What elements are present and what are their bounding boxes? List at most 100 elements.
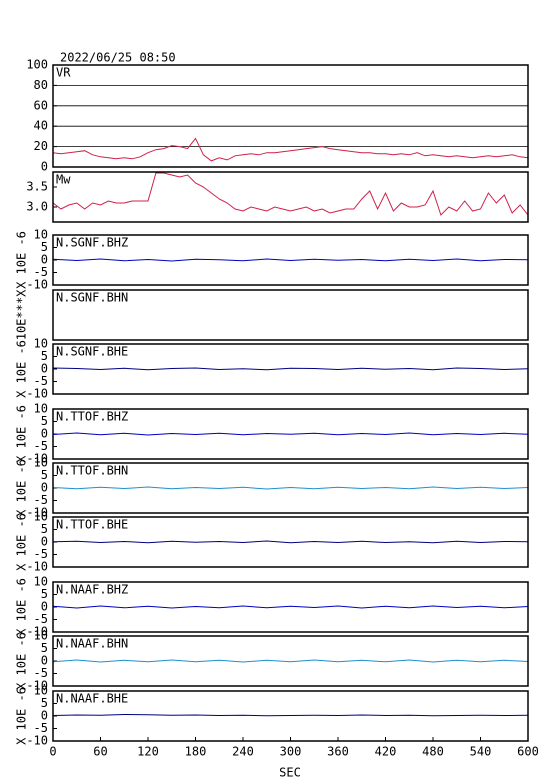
y-tick-label: 5 bbox=[41, 414, 48, 428]
panel-frame bbox=[52, 581, 529, 633]
y-tick-label: 5 bbox=[41, 696, 48, 710]
y-tick-label: 3.0 bbox=[26, 200, 48, 214]
data-line bbox=[52, 172, 529, 216]
x-tick-label: 540 bbox=[470, 745, 492, 759]
x-axis-label: SEC bbox=[279, 766, 301, 780]
header: 2022/06/25 08:50 bbox=[60, 51, 176, 65]
y-axis-label: X 10E -6 bbox=[15, 687, 29, 745]
x-tick-label: 420 bbox=[375, 745, 397, 759]
panel-label: N.NAAF.BHN bbox=[56, 637, 128, 651]
y-axis-label: X 10E -6 bbox=[15, 231, 29, 289]
y-tick-label: 10 bbox=[34, 510, 48, 524]
panel-frame bbox=[52, 64, 529, 168]
y-tick-label: 10 bbox=[34, 575, 48, 589]
y-tick-label: 0 bbox=[41, 362, 48, 376]
y-tick-label: -10 bbox=[26, 387, 48, 401]
y-tick-label: 3.5 bbox=[26, 180, 48, 194]
y-axis-label: X 10E -6 bbox=[15, 340, 29, 398]
y-axis-label: 10E***X bbox=[15, 289, 29, 340]
panel-frame bbox=[52, 408, 529, 460]
y-axis-label: X 10E -6 bbox=[15, 405, 29, 463]
y-tick-label: 0 bbox=[41, 535, 48, 549]
x-tick-label: 300 bbox=[280, 745, 302, 759]
data-line bbox=[52, 137, 529, 162]
panel-label: N.SGNF.BHE bbox=[56, 345, 128, 359]
panel-frame bbox=[52, 635, 529, 687]
panel-label: N.TTOF.BHZ bbox=[56, 410, 128, 424]
panel-label: Mw bbox=[56, 173, 71, 187]
y-tick-label: -5 bbox=[34, 612, 48, 626]
y-tick-label: 0 bbox=[41, 709, 48, 723]
x-tick-label: 180 bbox=[185, 745, 207, 759]
y-tick-label: 5 bbox=[41, 522, 48, 536]
data-line bbox=[52, 432, 529, 436]
data-line bbox=[52, 713, 529, 717]
y-tick-label: -5 bbox=[34, 439, 48, 453]
y-axis-label: X 10E -6 bbox=[15, 459, 29, 517]
x-tick-label: 120 bbox=[137, 745, 159, 759]
panel-label: N.TTOF.BHN bbox=[56, 464, 128, 478]
y-tick-label: -5 bbox=[34, 265, 48, 279]
y-tick-label: -10 bbox=[26, 679, 48, 693]
y-tick-label: 0 bbox=[41, 160, 48, 174]
y-tick-label: 0 bbox=[41, 427, 48, 441]
y-tick-label: 5 bbox=[41, 240, 48, 254]
panel-label: N.NAAF.BHE bbox=[56, 692, 128, 706]
y-tick-label: 60 bbox=[34, 98, 48, 112]
y-tick-label: 10 bbox=[34, 228, 48, 242]
y-tick-label: -5 bbox=[34, 721, 48, 735]
y-tick-label: 80 bbox=[34, 78, 48, 92]
y-tick-label: -10 bbox=[26, 506, 48, 520]
y-tick-label: 5 bbox=[41, 587, 48, 601]
panel-label: N.SGNF.BHZ bbox=[56, 236, 128, 250]
y-tick-label: 10 bbox=[34, 337, 48, 351]
x-tick-label: 60 bbox=[93, 745, 107, 759]
y-tick-label: -10 bbox=[26, 278, 48, 292]
x-tick-label: 360 bbox=[327, 745, 349, 759]
data-line bbox=[52, 540, 529, 544]
x-tick-label: 0 bbox=[49, 745, 56, 759]
y-tick-label: 10 bbox=[34, 629, 48, 643]
panel-frame bbox=[52, 171, 529, 223]
data-line bbox=[52, 367, 529, 371]
y-tick-label: 0 bbox=[41, 253, 48, 267]
y-axis-label: X 10E -6 bbox=[15, 632, 29, 690]
y-tick-label: -10 bbox=[26, 560, 48, 574]
y-tick-label: 0 bbox=[41, 654, 48, 668]
panel-frame bbox=[52, 516, 529, 568]
y-axis-label: X 10E -6 bbox=[15, 513, 29, 571]
y-tick-label: 0 bbox=[41, 600, 48, 614]
y-tick-label: 0 bbox=[41, 481, 48, 495]
data-line bbox=[52, 258, 529, 262]
y-tick-label: 10 bbox=[34, 456, 48, 470]
y-tick-label: -5 bbox=[34, 374, 48, 388]
y-tick-label: 100 bbox=[26, 58, 48, 72]
y-axis-label: X 10E -6 bbox=[15, 578, 29, 636]
y-tick-label: 10 bbox=[34, 684, 48, 698]
panel-label: VR bbox=[56, 66, 71, 80]
y-tick-label: 40 bbox=[34, 119, 48, 133]
y-tick-label: 10 bbox=[34, 402, 48, 416]
y-tick-label: -5 bbox=[34, 493, 48, 507]
panel-frame bbox=[52, 289, 529, 341]
y-tick-label: 5 bbox=[41, 641, 48, 655]
x-tick-label: 240 bbox=[232, 745, 254, 759]
y-tick-label: -10 bbox=[26, 734, 48, 748]
panel-label: N.TTOF.BHE bbox=[56, 518, 128, 532]
y-tick-label: 5 bbox=[41, 468, 48, 482]
y-tick-label: -5 bbox=[34, 547, 48, 561]
panel-frame bbox=[52, 343, 529, 395]
y-tick-label: -5 bbox=[34, 666, 48, 680]
y-tick-label: -10 bbox=[26, 625, 48, 639]
x-tick-label: 600 bbox=[517, 745, 539, 759]
panel-label: N.SGNF.BHN bbox=[56, 291, 128, 305]
data-line bbox=[52, 659, 529, 663]
y-tick-label: 20 bbox=[34, 139, 48, 153]
y-tick-label: 5 bbox=[41, 349, 48, 363]
panel-frame bbox=[52, 234, 529, 286]
data-line bbox=[52, 486, 529, 490]
panel-label: N.NAAF.BHZ bbox=[56, 583, 128, 597]
x-tick-label: 480 bbox=[422, 745, 444, 759]
y-tick-label: -10 bbox=[26, 452, 48, 466]
